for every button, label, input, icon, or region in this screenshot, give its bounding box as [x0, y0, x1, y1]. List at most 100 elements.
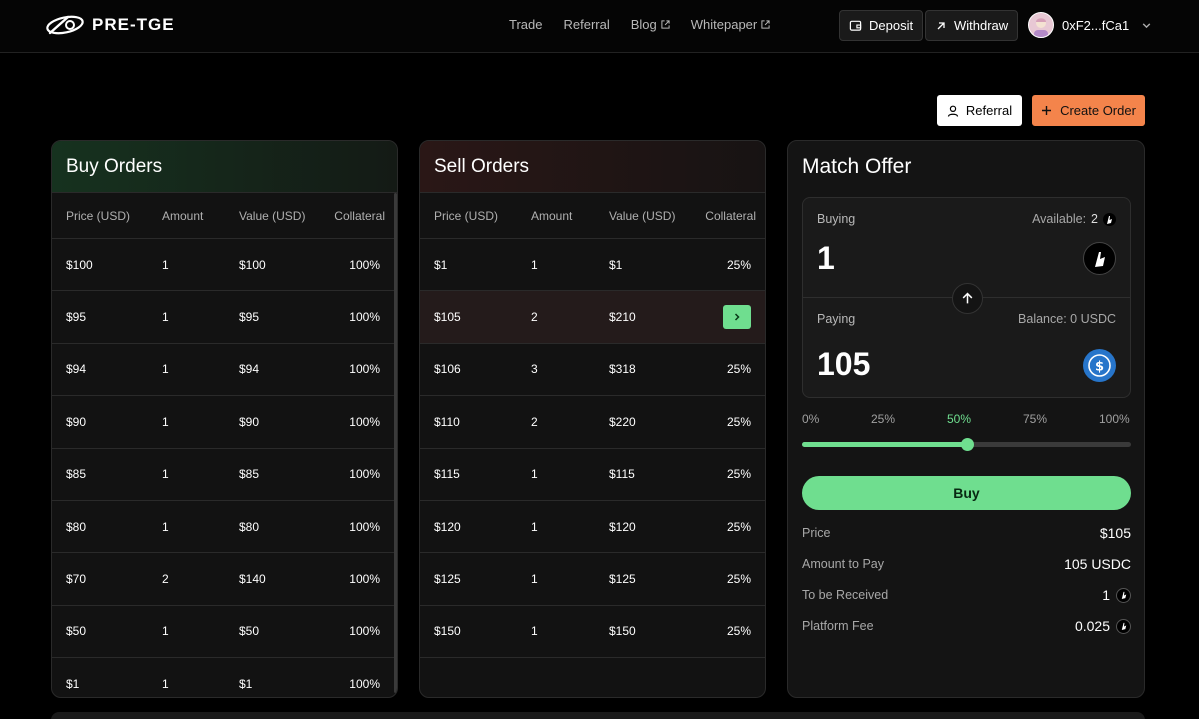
percent-75-button[interactable]: 75% — [1023, 412, 1048, 426]
percent-25-button[interactable]: 25% — [871, 412, 896, 426]
create-order-button[interactable]: Create Order — [1032, 95, 1145, 126]
table-row-selected[interactable]: $105 2 $210 — [420, 291, 765, 344]
cell-amount: 2 — [531, 310, 538, 325]
nav-blog-label: Blog — [630, 17, 657, 32]
cell-amount: 1 — [531, 624, 538, 639]
cell-value: $94 — [239, 362, 260, 377]
cell-collateral: 100% — [349, 467, 380, 482]
cell-value: $140 — [239, 572, 266, 587]
cell-collateral: 25% — [726, 362, 751, 377]
cell-value: $100 — [239, 257, 266, 272]
brand-logo[interactable]: PRE-TGE — [44, 14, 175, 36]
cell-amount: 1 — [162, 677, 169, 692]
buying-amount-input[interactable]: 1 — [817, 240, 835, 276]
col-amount: Amount — [531, 208, 573, 223]
col-collateral: Collateral — [705, 208, 756, 223]
usdc-icon: $ — [1083, 349, 1116, 382]
table-row[interactable]: $100 1 $100 100% — [52, 239, 397, 292]
referral-label: Referral — [965, 103, 1013, 118]
avatar — [1028, 12, 1054, 38]
cell-collateral: 25% — [726, 467, 751, 482]
percent-100-button[interactable]: 100% — [1099, 412, 1130, 426]
cell-amount: 1 — [162, 414, 169, 429]
cell-collateral: 100% — [349, 414, 380, 429]
cell-value: $85 — [239, 467, 260, 482]
cell-collateral: 100% — [349, 624, 380, 639]
wallet-menu[interactable]: 0xF2...fCa1 — [1028, 12, 1152, 38]
nav-blog[interactable]: Blog — [631, 17, 670, 32]
table-row[interactable]: $110 2 $220 25% — [420, 396, 765, 449]
external-link-icon — [661, 20, 670, 29]
token-icon — [1083, 242, 1116, 275]
cell-price: $120 — [434, 519, 461, 534]
match-offer-title: Match Offer — [802, 155, 912, 178]
deposit-label: Deposit — [869, 18, 914, 33]
table-row[interactable]: $1 1 $1 25% — [420, 239, 765, 292]
nav-referral[interactable]: Referral — [563, 17, 610, 32]
cell-value: $220 — [609, 414, 636, 429]
deposit-button[interactable]: Deposit — [839, 10, 924, 41]
table-row[interactable]: $1 1 $1 100% — [52, 658, 397, 697]
buy-orders-header: Price (USD) Amount Value (USD) Collatera… — [52, 193, 397, 239]
to-be-received-value: 1 — [1102, 587, 1131, 603]
cell-amount: 1 — [531, 519, 538, 534]
nav-trade[interactable]: Trade — [509, 17, 543, 32]
table-row[interactable]: $106 3 $318 25% — [420, 344, 765, 397]
select-order-button[interactable] — [723, 305, 751, 330]
percent-50-button[interactable]: 50% — [947, 412, 972, 426]
scrollbar[interactable] — [394, 193, 397, 693]
cell-price: $110 — [434, 414, 460, 429]
swap-direction-button[interactable] — [952, 283, 983, 314]
top-navbar: PRE-TGE Trade Referral Blog Whitepaper D… — [0, 0, 1199, 53]
table-row[interactable]: $125 1 $125 25% — [420, 553, 765, 606]
plus-icon — [1042, 106, 1052, 115]
to-be-received-amount: 1 — [1102, 587, 1110, 603]
cell-amount: 1 — [531, 467, 538, 482]
cell-value: $115 — [609, 467, 635, 482]
table-row[interactable]: $80 1 $80 100% — [52, 501, 397, 554]
cell-value: $95 — [239, 310, 260, 325]
cell-price: $105 — [434, 310, 461, 325]
cell-amount: 3 — [531, 362, 538, 377]
arrow-up-icon — [962, 292, 973, 304]
amount-slider[interactable] — [802, 438, 1131, 451]
table-row[interactable]: $70 2 $140 100% — [52, 553, 397, 606]
cell-value: $50 — [239, 624, 260, 639]
cell-amount: 1 — [162, 624, 169, 639]
price-value: $105 — [1099, 525, 1131, 541]
table-row[interactable]: $120 1 $120 25% — [420, 501, 765, 554]
buy-orders-list: $100 1 $100 100% $95 1 $95 100% $94 1 $94 100% $9… — [52, 239, 397, 697]
table-row[interactable]: $95 1 $95 100% — [52, 291, 397, 344]
paying-amount-input[interactable]: 105 — [817, 346, 871, 382]
balance-label: Balance: 0 USDC — [1018, 312, 1116, 326]
amount-to-pay-value: 105 USDC — [1064, 556, 1131, 572]
paying-section: Paying Balance: 0 USDC 105 $ — [803, 298, 1130, 398]
table-row[interactable]: $85 1 $85 100% — [52, 449, 397, 501]
platform-fee-label: Platform Fee — [802, 619, 874, 633]
slider-fill — [802, 442, 967, 447]
table-row[interactable]: $115 1 $115 25% — [420, 449, 765, 501]
cell-amount: 1 — [162, 519, 169, 534]
nav-whitepaper[interactable]: Whitepaper — [691, 17, 770, 32]
percent-0-button[interactable]: 0% — [802, 412, 820, 426]
cell-collateral: 25% — [726, 414, 751, 429]
cell-amount: 1 — [162, 362, 169, 377]
referral-button[interactable]: Referral — [937, 95, 1022, 126]
bottom-panel-edge — [51, 712, 1145, 719]
withdraw-button[interactable]: Withdraw — [925, 10, 1019, 41]
cell-collateral: 25% — [726, 519, 751, 534]
main-nav: Trade Referral Blog Whitepaper — [509, 17, 770, 32]
table-row[interactable]: $50 1 $50 100% — [52, 606, 397, 659]
col-collateral: Collateral — [334, 208, 385, 223]
brand-name: PRE-TGE — [92, 15, 175, 34]
table-row[interactable]: $90 1 $90 100% — [52, 396, 397, 449]
slider-handle[interactable] — [960, 438, 974, 451]
match-offer-panel: Match Offer Buying Available: 2 1 Paying… — [787, 140, 1145, 698]
col-price: Price (USD) — [434, 208, 499, 223]
table-row[interactable]: $94 1 $94 100% — [52, 344, 397, 397]
sell-orders-list: $1 1 $1 25% $105 2 $210 $106 3 $318 25% $110 2 $22… — [420, 239, 765, 659]
table-row[interactable]: $150 1 $150 25% — [420, 606, 765, 659]
cell-collateral: 100% — [349, 519, 380, 534]
cell-collateral: 100% — [349, 310, 380, 325]
buy-button[interactable]: Buy — [802, 476, 1131, 510]
